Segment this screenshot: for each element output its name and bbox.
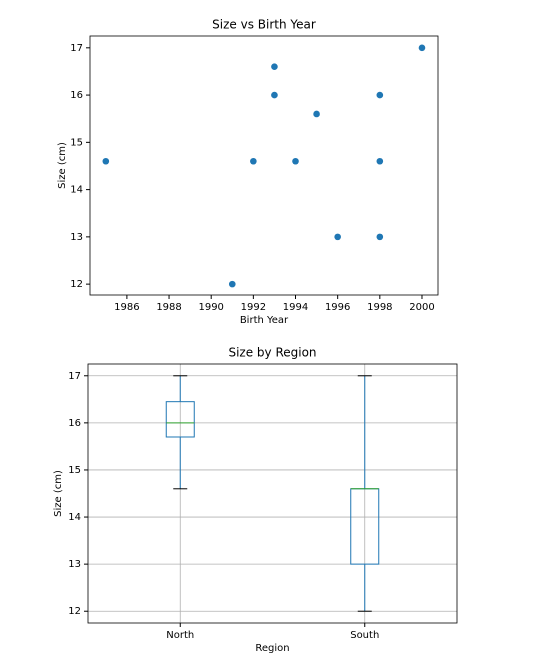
point <box>271 63 278 71</box>
y-tick-label: 15 <box>68 465 81 476</box>
point <box>292 157 299 165</box>
point <box>102 157 110 165</box>
y-tick-label: 12 <box>70 279 83 290</box>
point <box>228 280 236 288</box>
x-tick-label: North <box>166 630 194 641</box>
x-tick-label: 1998 <box>367 302 392 313</box>
y-tick-label: 16 <box>70 90 83 101</box>
point <box>376 233 384 241</box>
point <box>376 91 384 99</box>
y-tick-label: 17 <box>68 371 81 382</box>
y-tick-label: 14 <box>70 185 83 196</box>
y-axis-label: Size (cm) <box>57 142 68 189</box>
x-tick-label: 2000 <box>409 302 434 313</box>
box <box>165 401 195 438</box>
x-axis-label: Region <box>255 643 289 654</box>
y-tick-label: 13 <box>68 559 81 570</box>
point <box>250 157 257 165</box>
x-tick-label: 1996 <box>325 302 350 313</box>
point <box>271 91 278 99</box>
y-tick-label: 16 <box>68 418 81 429</box>
plot-frame <box>87 363 458 624</box>
x-tick-label: 1992 <box>241 302 266 313</box>
y-axis-label: Size (cm) <box>53 470 64 517</box>
x-axis-label: Birth Year <box>240 315 289 326</box>
y-tick-label: 13 <box>70 232 83 243</box>
x-tick-label: 1994 <box>283 302 308 313</box>
y-tick-label: 17 <box>70 43 83 54</box>
chart-title: Size by Region <box>228 346 316 360</box>
y-tick-label: 12 <box>68 606 81 617</box>
y-tick-label: 14 <box>68 512 81 523</box>
point <box>334 233 341 241</box>
point <box>313 110 320 118</box>
x-tick-label: 1990 <box>198 302 223 313</box>
y-tick-label: 15 <box>70 137 83 148</box>
point <box>376 157 384 165</box>
point <box>418 44 426 52</box>
plot-frame <box>89 35 439 296</box>
chart-title: Size vs Birth Year <box>212 18 316 32</box>
x-tick-label: 1988 <box>156 302 181 313</box>
x-tick-label: South <box>350 630 379 641</box>
x-tick-label: 1986 <box>114 302 139 313</box>
